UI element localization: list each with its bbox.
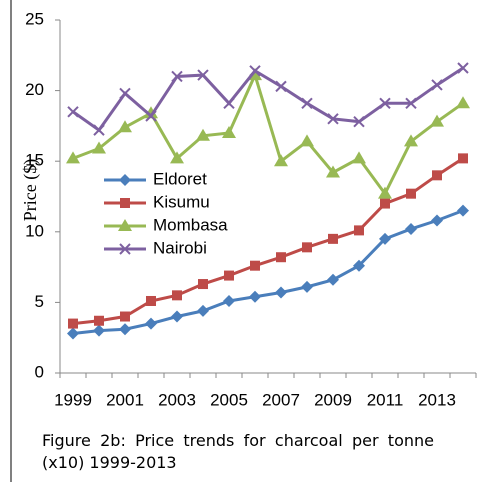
point (431, 79, 443, 91)
point (118, 219, 132, 231)
point (353, 259, 365, 272)
point (66, 151, 80, 164)
point (93, 324, 105, 337)
point (458, 153, 468, 164)
point (93, 124, 105, 136)
y-tick-label: 0 (35, 362, 44, 381)
point (222, 125, 236, 138)
caption: Figure 2b: Price trends for charcoal per… (42, 431, 434, 472)
point (119, 87, 131, 100)
point (119, 174, 131, 186)
point (457, 62, 469, 74)
point (118, 120, 132, 133)
point (378, 186, 392, 199)
point (68, 318, 78, 329)
y-tick-label: 25 (25, 9, 44, 28)
point (146, 295, 156, 306)
point (120, 311, 130, 322)
x-tick-label: 2001 (106, 390, 144, 409)
point (326, 165, 340, 178)
point (144, 106, 158, 119)
x-tick-label: 2007 (262, 390, 300, 409)
point (171, 70, 183, 83)
x-tick-label: 2009 (314, 390, 352, 409)
y-tick-label: 5 (35, 292, 44, 311)
series-line (72, 70, 464, 197)
point (249, 65, 261, 77)
point (432, 170, 442, 181)
y-tick-label: 20 (25, 80, 44, 99)
x-tick-label: 1999 (54, 390, 92, 409)
point (276, 252, 286, 263)
y-axis-label: Price ($) (20, 159, 41, 221)
point (249, 290, 261, 303)
point (405, 222, 417, 235)
series-line (72, 157, 464, 326)
point (301, 280, 313, 293)
x-tick-label: 2011 (367, 390, 404, 409)
point (353, 115, 365, 128)
point (120, 198, 130, 208)
point (170, 151, 184, 164)
point (223, 294, 235, 307)
point (145, 110, 157, 122)
x-tick-label: 2003 (158, 390, 196, 409)
point (94, 315, 104, 326)
point (197, 69, 209, 81)
point (250, 260, 260, 271)
point (406, 188, 416, 199)
point (405, 97, 417, 110)
point (354, 225, 364, 236)
point (301, 97, 313, 110)
point (172, 290, 182, 301)
series-line (72, 209, 464, 335)
series-line (72, 66, 464, 133)
point (67, 327, 79, 340)
point (119, 243, 131, 255)
legend-label: Nairobi (153, 238, 207, 257)
point (275, 286, 287, 299)
point (431, 214, 443, 227)
x-tick-label: 2013 (418, 390, 456, 409)
y-tick-label: 10 (25, 221, 44, 240)
point (274, 154, 288, 167)
point (223, 97, 235, 110)
point (430, 114, 444, 127)
point (404, 134, 418, 147)
point (197, 304, 209, 317)
point (352, 151, 366, 164)
point (300, 134, 314, 147)
point (327, 273, 339, 286)
point (171, 310, 183, 323)
point (328, 233, 338, 244)
point (457, 204, 469, 217)
point (327, 113, 339, 125)
point (196, 128, 210, 141)
point (119, 323, 131, 336)
legend-label: Eldoret (153, 169, 207, 188)
point (379, 97, 391, 110)
point (456, 96, 470, 109)
point (302, 242, 312, 253)
point (380, 198, 390, 209)
point (198, 279, 208, 290)
x-tick-label: 2005 (210, 390, 248, 409)
point (92, 141, 106, 154)
point (379, 232, 391, 245)
legend-label: Mombasa (153, 215, 228, 234)
point (275, 80, 287, 93)
point (67, 106, 79, 118)
point (145, 317, 157, 330)
point (224, 270, 234, 281)
legend-label: Kisumu (153, 192, 210, 211)
y-tick-label: 15 (25, 151, 44, 170)
